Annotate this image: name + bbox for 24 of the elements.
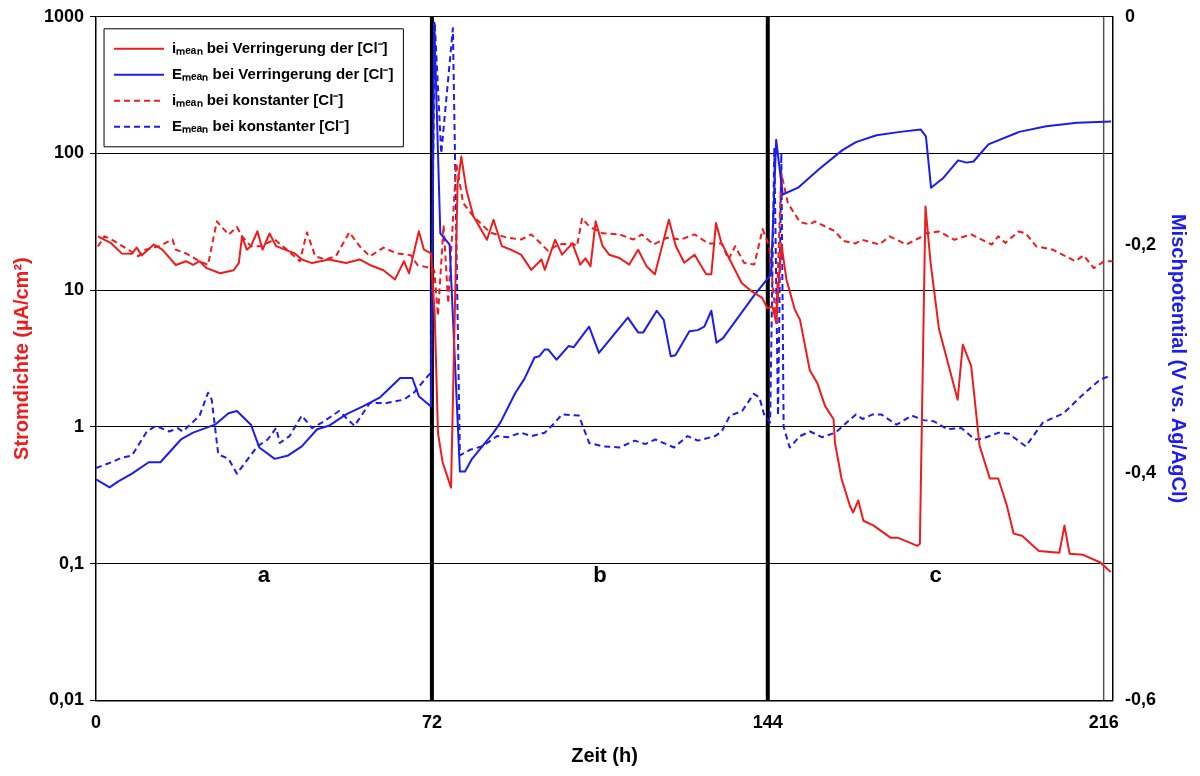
y-tick-label: 0,1 [59, 552, 85, 573]
y2-tick-label: 0 [1124, 5, 1135, 26]
y-tick-label: 1000 [44, 5, 85, 26]
x-tick-label: 144 [752, 712, 783, 733]
annotation: c [929, 562, 942, 588]
annotation: a [257, 562, 271, 588]
legend-label: iₘₑₐₙ bei konstanter [Cl⁻] [172, 90, 344, 108]
x-axis-title: Zeit (h) [571, 743, 638, 766]
legend-label: Eₘₑₐₙ bei konstanter [Cl⁻] [172, 116, 350, 134]
y2-axis-title: Mischpotential (V vs. Ag/AgCl) [1168, 213, 1191, 504]
x-tick-label: 216 [1088, 712, 1119, 733]
y2-tick-label: -0,2 [1124, 233, 1157, 254]
y-tick-label: 1 [74, 415, 85, 436]
y-tick-label: 0,01 [49, 689, 85, 710]
y2-tick-label: -0,6 [1124, 689, 1157, 710]
y-tick-label: 10 [64, 279, 85, 300]
annotation: b [593, 562, 607, 588]
legend-label: Eₘₑₐₙ bei Verringerung der [Cl⁻] [172, 64, 394, 82]
y-axis-title: Stromdichte (µA/cm²) [9, 257, 32, 460]
x-tick-label: 0 [91, 712, 102, 733]
y2-tick-label: -0,4 [1124, 461, 1157, 482]
x-tick-label: 72 [421, 712, 442, 733]
legend-label: iₘₑₐₙ bei Verringerung der [Cl⁻] [172, 38, 388, 56]
y-tick-label: 100 [54, 142, 85, 163]
